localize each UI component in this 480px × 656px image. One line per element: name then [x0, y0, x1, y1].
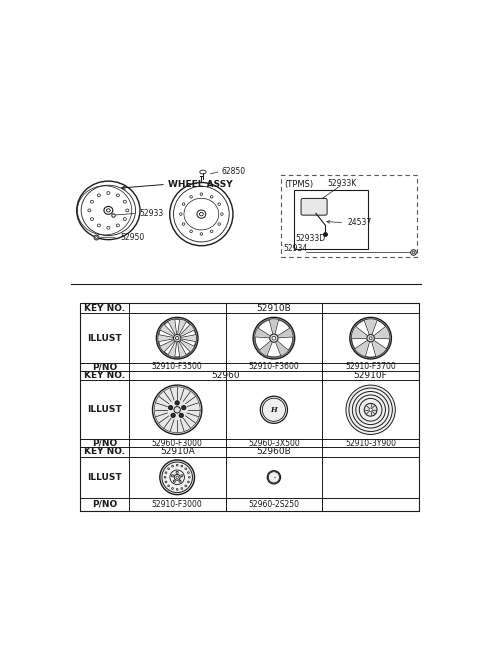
- Polygon shape: [372, 320, 385, 336]
- Polygon shape: [267, 342, 281, 357]
- Text: 52910F: 52910F: [354, 371, 387, 380]
- Text: WHEEL ASSY: WHEEL ASSY: [168, 180, 232, 189]
- Polygon shape: [175, 319, 180, 335]
- Text: 24537: 24537: [347, 218, 372, 227]
- Text: ILLUST: ILLUST: [87, 405, 122, 415]
- Circle shape: [157, 318, 197, 358]
- Text: 52934: 52934: [283, 244, 308, 253]
- Text: 52933K: 52933K: [328, 178, 357, 188]
- Polygon shape: [180, 339, 195, 346]
- Text: 52960: 52960: [211, 371, 240, 380]
- Polygon shape: [159, 339, 174, 346]
- Text: 52910-F3600: 52910-F3600: [249, 363, 299, 371]
- Circle shape: [171, 413, 175, 417]
- Text: P/NO: P/NO: [92, 500, 117, 509]
- Bar: [294, 190, 368, 249]
- Polygon shape: [164, 321, 175, 335]
- Circle shape: [174, 474, 180, 480]
- Circle shape: [367, 335, 374, 342]
- Circle shape: [260, 396, 288, 423]
- Text: 62850: 62850: [222, 167, 246, 176]
- Text: (TPMS): (TPMS): [284, 180, 313, 188]
- Polygon shape: [179, 321, 190, 335]
- Text: 52910-F3000: 52910-F3000: [152, 500, 203, 509]
- Circle shape: [176, 476, 179, 478]
- Circle shape: [154, 386, 201, 434]
- Circle shape: [364, 403, 377, 416]
- Circle shape: [347, 386, 394, 434]
- Text: H: H: [271, 406, 277, 414]
- Polygon shape: [180, 330, 195, 337]
- Circle shape: [169, 406, 172, 409]
- Circle shape: [176, 337, 179, 340]
- Polygon shape: [352, 338, 368, 349]
- Text: ILLUST: ILLUST: [87, 334, 122, 342]
- FancyBboxPatch shape: [301, 198, 327, 215]
- Polygon shape: [179, 341, 190, 355]
- Circle shape: [351, 318, 391, 358]
- Text: KEY NO.: KEY NO.: [84, 371, 125, 380]
- Circle shape: [182, 406, 186, 409]
- Text: 52960-3X500: 52960-3X500: [248, 439, 300, 448]
- Text: 52950: 52950: [120, 233, 144, 242]
- Polygon shape: [175, 342, 180, 357]
- Circle shape: [174, 407, 180, 413]
- Text: 52933: 52933: [139, 209, 163, 218]
- Polygon shape: [164, 341, 175, 355]
- Text: ILLUST: ILLUST: [87, 473, 122, 482]
- Polygon shape: [159, 330, 174, 337]
- Text: P/NO: P/NO: [92, 363, 117, 371]
- Text: 52960-2S250: 52960-2S250: [249, 500, 300, 509]
- Circle shape: [160, 461, 194, 494]
- Bar: [281, 175, 417, 257]
- Circle shape: [369, 337, 372, 340]
- Text: 52910B: 52910B: [256, 304, 291, 313]
- Polygon shape: [275, 320, 290, 336]
- Bar: [81, 303, 419, 510]
- Polygon shape: [356, 320, 370, 336]
- Text: KEY NO.: KEY NO.: [84, 304, 125, 313]
- Circle shape: [173, 335, 181, 342]
- Text: 52933D: 52933D: [296, 234, 325, 243]
- Text: KEY NO.: KEY NO.: [84, 447, 125, 457]
- Text: 52960B: 52960B: [256, 447, 291, 457]
- Text: H: H: [273, 477, 275, 478]
- Text: P/NO: P/NO: [92, 439, 117, 448]
- Polygon shape: [277, 337, 293, 350]
- Text: 52910-F3700: 52910-F3700: [345, 363, 396, 371]
- Text: 52960-F3000: 52960-F3000: [152, 439, 203, 448]
- Circle shape: [254, 318, 294, 358]
- Text: 52910A: 52910A: [160, 447, 194, 457]
- Circle shape: [270, 334, 278, 342]
- Polygon shape: [258, 320, 273, 336]
- Text: 52910-3Y900: 52910-3Y900: [345, 439, 396, 448]
- Text: 52910-F3500: 52910-F3500: [152, 363, 203, 371]
- Polygon shape: [365, 341, 376, 357]
- Circle shape: [272, 337, 276, 340]
- Circle shape: [369, 408, 372, 411]
- Polygon shape: [255, 337, 271, 350]
- Polygon shape: [373, 338, 389, 349]
- Circle shape: [180, 413, 183, 417]
- Circle shape: [175, 401, 179, 405]
- Circle shape: [267, 471, 280, 484]
